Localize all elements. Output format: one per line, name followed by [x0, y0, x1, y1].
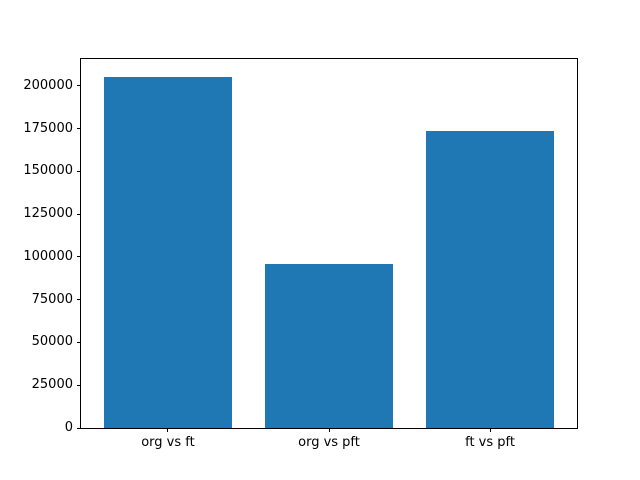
x-tick-label: org vs pft	[298, 435, 360, 450]
axes: 0 25000 50000 75000 100000 125000 150000 175000…	[23, 58, 578, 450]
x-tick-mark	[489, 428, 491, 432]
y-tick-label: 175000	[23, 120, 73, 136]
y-tick-label: 50000	[31, 334, 73, 350]
bar	[103, 77, 233, 428]
y-tick-label: 0	[64, 420, 73, 435]
y-tick-mark	[77, 256, 81, 258]
y-tick-mark	[77, 427, 81, 429]
y-tick-mark	[77, 85, 81, 87]
x-tick-mark	[328, 428, 330, 432]
y-tick-label: 200000	[23, 77, 73, 93]
y-tick-label: 75000	[31, 291, 73, 307]
bar	[425, 131, 555, 428]
x-tick-mark	[167, 428, 169, 432]
y-tick-label: 150000	[23, 163, 73, 179]
y-tick-mark	[77, 128, 81, 130]
y-tick-label: 25000	[31, 377, 73, 393]
y-tick-mark	[77, 170, 81, 172]
y-tick-label: 125000	[23, 206, 73, 222]
x-tick-label: ft vs pft	[465, 435, 515, 450]
y-tick-mark	[77, 213, 81, 215]
y-tick-mark	[77, 341, 81, 343]
y-tick-mark	[77, 299, 81, 301]
bar	[264, 263, 394, 428]
y-tick-label: 100000	[23, 248, 73, 264]
y-tick-mark	[77, 384, 81, 386]
x-tick-label: org vs ft	[141, 435, 195, 450]
